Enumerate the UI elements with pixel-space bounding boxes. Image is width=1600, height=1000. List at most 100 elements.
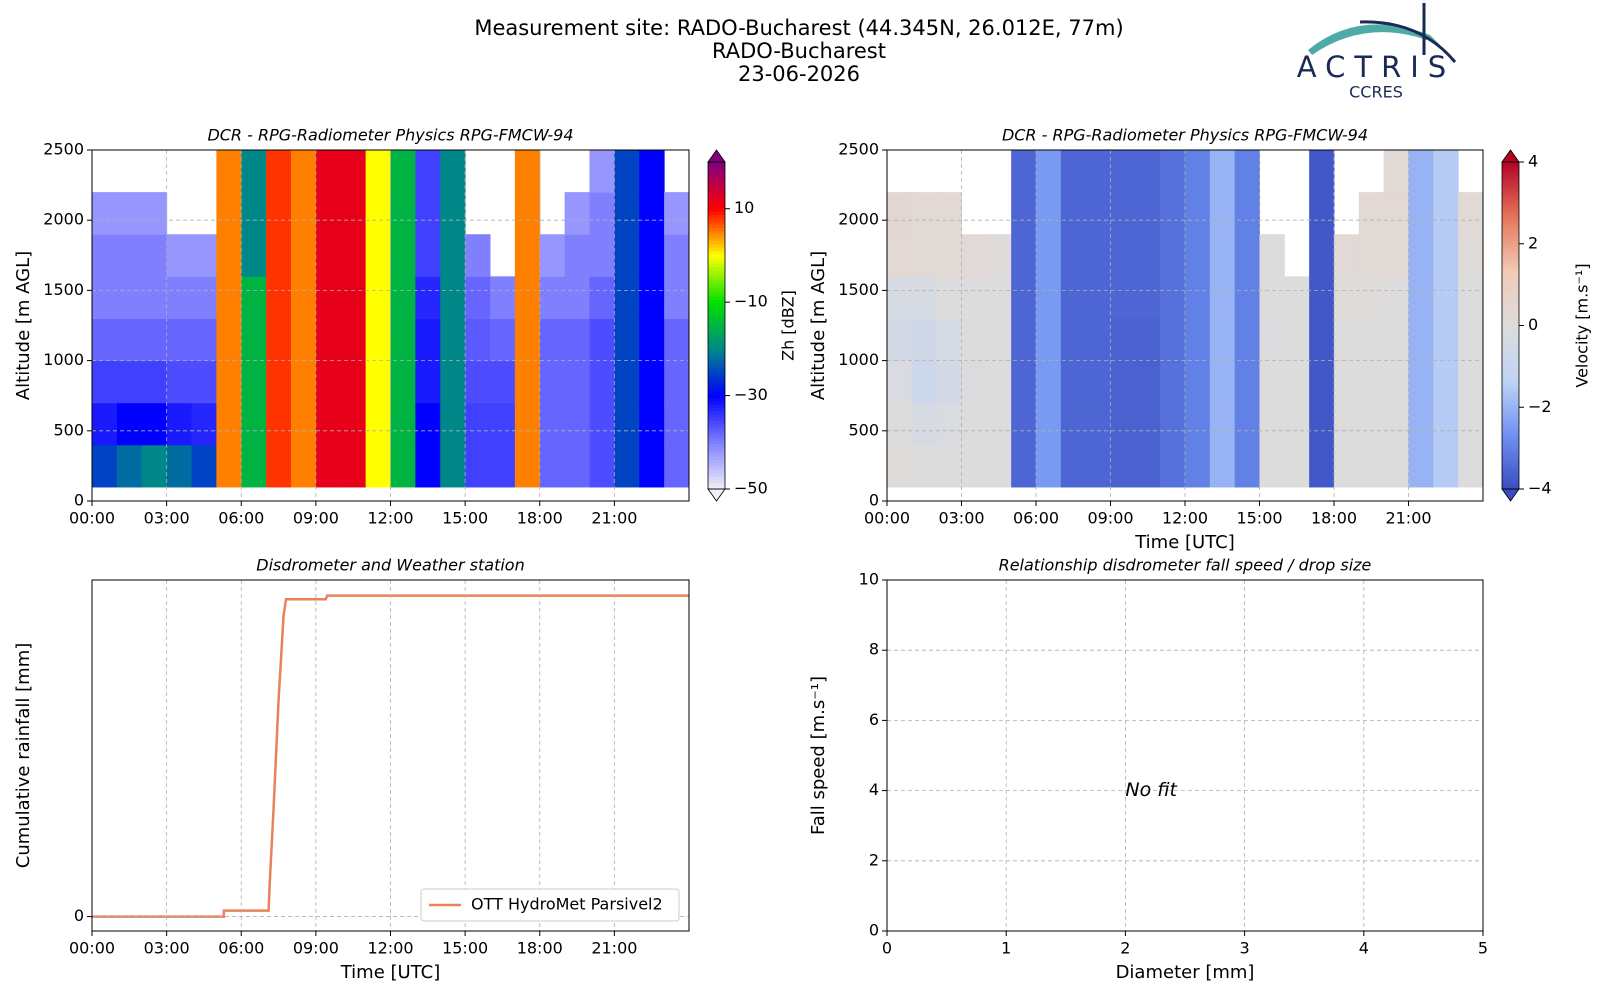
colorbar-segment bbox=[1502, 256, 1519, 261]
colorbar-segment bbox=[1502, 266, 1519, 271]
heatmap-cell bbox=[664, 402, 690, 446]
colorbar-segment bbox=[708, 211, 725, 215]
heatmap-cell bbox=[1209, 150, 1236, 193]
heatmap-cell bbox=[1458, 234, 1484, 277]
colorbar-segment bbox=[708, 446, 725, 451]
x-tick-label: 15:00 bbox=[1236, 509, 1282, 528]
heatmap-cell bbox=[141, 402, 168, 446]
heatmap-cell bbox=[465, 444, 491, 488]
heatmap-cell bbox=[241, 192, 267, 235]
x-tick-label: 4 bbox=[1359, 939, 1369, 958]
colorbar-segment bbox=[1502, 413, 1519, 418]
colorbar-segment bbox=[1502, 351, 1519, 356]
colorbar-segment bbox=[1502, 348, 1519, 353]
heatmap-cell bbox=[1085, 192, 1111, 235]
colorbar-frame bbox=[707, 161, 726, 490]
y-tick-label: 6 bbox=[869, 710, 879, 729]
heatmap-cell bbox=[1185, 318, 1211, 362]
heatmap-cell bbox=[365, 444, 391, 488]
heatmap-cell bbox=[465, 234, 491, 277]
heatmap-cell bbox=[92, 192, 118, 235]
heatmap-cell bbox=[936, 234, 962, 277]
colorbar-segment bbox=[1502, 328, 1519, 333]
heatmap-cell bbox=[390, 276, 416, 319]
colorbar-segment bbox=[1502, 201, 1519, 206]
colorbar-segment bbox=[708, 299, 725, 304]
colorbar-segment bbox=[708, 449, 725, 454]
heatmap-cell bbox=[1160, 318, 1186, 362]
heatmap-cell bbox=[216, 318, 242, 362]
colorbar-segment bbox=[708, 394, 725, 399]
y-axis-label: Altitude [m AGL] bbox=[13, 251, 34, 400]
heatmap-cell bbox=[1110, 276, 1136, 319]
colorbar-segment bbox=[708, 266, 725, 271]
heatmap-cell bbox=[1036, 150, 1062, 193]
colorbar-segment bbox=[1502, 220, 1519, 225]
heatmap-cell bbox=[241, 150, 267, 193]
heatmap-cell bbox=[664, 318, 690, 362]
y-tick-label: 4 bbox=[869, 780, 879, 799]
y-tick-label: 8 bbox=[869, 640, 879, 659]
heatmap-cell bbox=[589, 192, 615, 235]
heatmap-cell bbox=[1358, 192, 1385, 235]
colorbar-tick-label: −30 bbox=[734, 385, 768, 404]
colorbar-segment bbox=[708, 348, 725, 353]
x-axis-label: Diameter [mm] bbox=[1116, 962, 1255, 983]
colorbar-extend bbox=[707, 149, 726, 163]
heatmap-cell bbox=[1085, 360, 1111, 404]
heatmap-cell bbox=[141, 276, 168, 319]
colorbar-segment bbox=[1502, 217, 1519, 222]
heatmap-cell bbox=[1334, 234, 1360, 277]
heatmap-cell bbox=[1284, 444, 1310, 488]
heatmap-cell bbox=[365, 318, 391, 362]
logo-subtext: CCRES bbox=[1349, 83, 1403, 102]
colorbar-segment bbox=[1502, 282, 1519, 287]
colorbar-segment bbox=[1502, 305, 1519, 310]
heatmap-cell bbox=[315, 192, 342, 235]
heatmap-cell bbox=[961, 318, 987, 362]
heatmap-cell bbox=[1110, 318, 1136, 362]
x-tick-label: 12:00 bbox=[367, 509, 413, 528]
colorbar-segment bbox=[1502, 485, 1519, 490]
heatmap-cell bbox=[1185, 192, 1211, 235]
colorbar-segment bbox=[708, 479, 725, 484]
colorbar-segment bbox=[708, 286, 725, 291]
heatmap-cell bbox=[1234, 444, 1260, 488]
heatmap-cell bbox=[390, 402, 416, 446]
heatmap-cell bbox=[539, 318, 566, 362]
heatmap-cell bbox=[266, 360, 292, 404]
colorbar-segment bbox=[708, 485, 725, 490]
y-tick-label: 1000 bbox=[838, 350, 879, 369]
colorbar-segment bbox=[1502, 191, 1519, 196]
heatmap-cell bbox=[887, 318, 913, 362]
colorbar-segment bbox=[1502, 381, 1519, 385]
heatmap-cell bbox=[1036, 234, 1062, 277]
heatmap-cell bbox=[490, 360, 516, 404]
heatmap-cell bbox=[1383, 150, 1409, 193]
colorbar-segment bbox=[708, 472, 725, 477]
colorbar-segment bbox=[708, 233, 725, 238]
heatmap-cell bbox=[986, 276, 1012, 319]
heatmap-cell bbox=[1110, 360, 1136, 404]
colorbar-segment bbox=[708, 453, 725, 457]
heatmap-cell bbox=[216, 150, 242, 193]
heatmap-cell bbox=[415, 360, 441, 404]
heatmap-cell bbox=[911, 402, 938, 446]
heatmap-cell bbox=[340, 360, 367, 404]
heatmap-cell bbox=[315, 444, 342, 488]
colorbar-segment bbox=[1502, 289, 1519, 294]
heatmap-cell bbox=[614, 234, 640, 277]
x-tick-label: 0 bbox=[882, 939, 892, 958]
colorbar-segment bbox=[1502, 299, 1519, 304]
heatmap-cell bbox=[1408, 276, 1434, 319]
colorbar-segment bbox=[1502, 390, 1519, 395]
colorbar-segment bbox=[708, 194, 725, 199]
heatmap-cell bbox=[141, 234, 168, 277]
heatmap-cell bbox=[1011, 150, 1037, 193]
heatmap-cell bbox=[390, 150, 416, 193]
colorbar-segment bbox=[708, 423, 725, 428]
heatmap-cell bbox=[1458, 444, 1484, 488]
legend-box bbox=[420, 888, 680, 922]
heatmap-cell bbox=[1383, 276, 1409, 319]
colorbar-segment bbox=[1502, 400, 1519, 405]
